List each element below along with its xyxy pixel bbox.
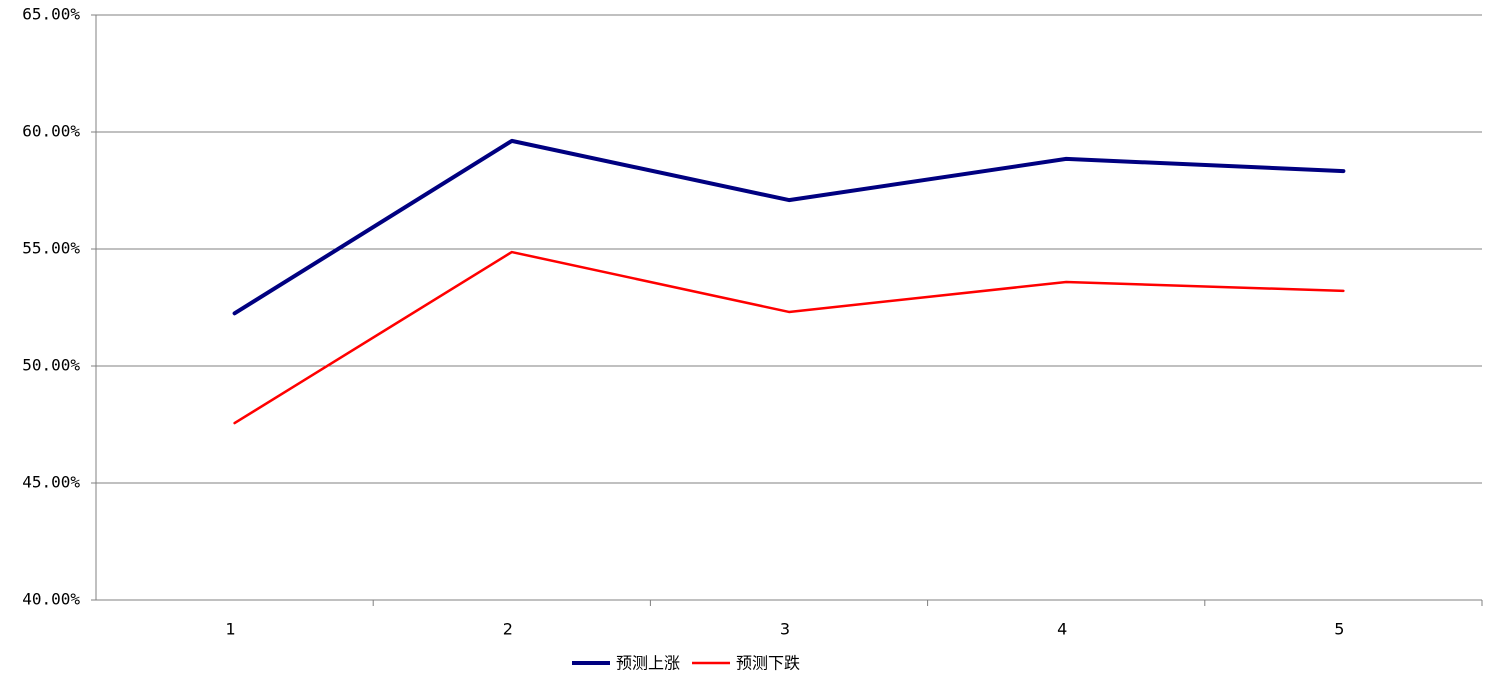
x-tick-label: 3 xyxy=(780,620,790,639)
y-tick-label: 65.00% xyxy=(22,5,80,24)
legend-label: 预测下跌 xyxy=(736,654,800,673)
series-line xyxy=(233,250,1345,425)
x-tick-label: 2 xyxy=(503,620,513,639)
y-tick-label: 55.00% xyxy=(22,239,80,258)
y-tick-label: 50.00% xyxy=(22,356,80,375)
legend: 预测上涨 预测下跌 xyxy=(572,654,800,673)
y-tick-label: 40.00% xyxy=(22,590,80,609)
legend-label: 预测上涨 xyxy=(616,654,680,673)
x-tick-label: 4 xyxy=(1057,620,1067,639)
y-tick-label: 60.00% xyxy=(22,122,80,141)
series-line xyxy=(232,138,1346,316)
x-tick-label: 5 xyxy=(1334,620,1344,639)
x-tick-label: 1 xyxy=(226,620,236,639)
y-tick-label: 45.00% xyxy=(22,473,80,492)
